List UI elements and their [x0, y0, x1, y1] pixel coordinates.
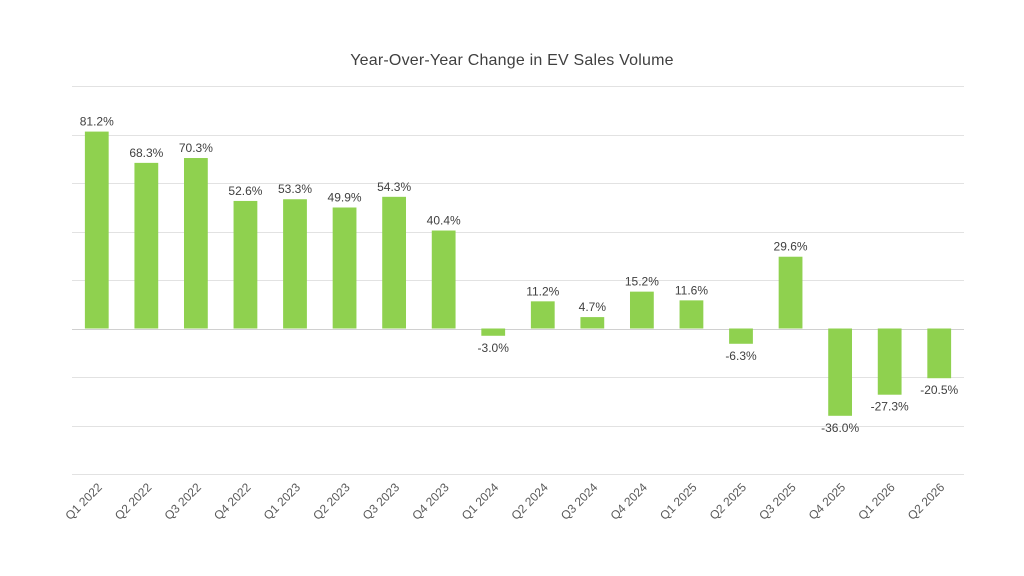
data-label: 11.6%: [675, 283, 708, 297]
data-label: -27.3%: [871, 400, 909, 414]
data-label: 70.3%: [179, 141, 213, 155]
bar: [778, 256, 803, 329]
bar: [283, 199, 307, 329]
bar: [927, 328, 952, 379]
bar: [382, 196, 407, 329]
bar: [877, 328, 902, 395]
x-axis-tick-labels: Q1 2022 Q2 2022 Q3 2022 Q4 2022 Q1 2023 Q2 20…: [62, 480, 947, 523]
x-tick-label: Q4 2022: [211, 480, 254, 523]
data-label: 11.2%: [526, 284, 559, 298]
bar: [332, 207, 357, 329]
x-tick-label: Q4 2023: [409, 480, 452, 523]
data-label: 81.2%: [80, 115, 114, 129]
data-label: -6.3%: [725, 349, 757, 363]
chart-title: Year-Over-Year Change in EV Sales Volume: [350, 52, 674, 69]
data-labels: 81.2% 68.3% 70.3% 52.6% 53.3% 49.9% 54.3% 40.4%…: [80, 115, 959, 435]
x-tick-label: Q3 2025: [756, 480, 799, 523]
bar: [580, 317, 605, 329]
bar: [629, 291, 654, 329]
x-tick-label: Q4 2024: [608, 480, 651, 523]
x-tick-label: Q1 2026: [855, 480, 898, 523]
data-label: -3.0%: [478, 341, 510, 355]
x-tick-label: Q1 2024: [459, 480, 502, 523]
data-label: 40.4%: [427, 214, 461, 228]
gridlines: [72, 86, 964, 475]
data-label: 52.6%: [228, 184, 262, 198]
data-label: 15.2%: [625, 275, 659, 289]
bar: [431, 230, 456, 329]
data-label: 29.6%: [774, 240, 808, 254]
x-tick-label: Q2 2022: [112, 480, 155, 523]
data-label: -20.5%: [920, 383, 958, 397]
bar: [828, 328, 853, 416]
data-label: 68.3%: [129, 146, 163, 160]
data-label: 49.9%: [328, 190, 362, 204]
x-tick-label: Q2 2025: [707, 480, 750, 523]
bar: [679, 300, 704, 329]
x-tick-label: Q3 2022: [162, 480, 205, 523]
x-tick-label: Q3 2023: [360, 480, 403, 523]
data-label: 54.3%: [377, 180, 411, 194]
data-label: -36.0%: [821, 421, 859, 435]
bar: [481, 328, 506, 336]
x-tick-label: Q1 2023: [261, 480, 304, 523]
x-tick-label: Q4 2025: [806, 480, 849, 523]
bars: [84, 131, 952, 416]
bar: [183, 158, 208, 329]
bar: [729, 328, 753, 344]
data-label: 4.7%: [579, 300, 607, 314]
bar: [233, 200, 258, 329]
x-tick-label: Q1 2025: [657, 480, 700, 523]
bar: [84, 131, 109, 329]
bar: [530, 301, 555, 329]
data-label: 53.3%: [278, 182, 312, 196]
x-tick-label: Q2 2024: [508, 480, 551, 523]
x-tick-label: Q2 2026: [905, 480, 948, 523]
bar: [134, 162, 159, 329]
x-tick-label: Q3 2024: [558, 480, 601, 523]
x-tick-label: Q1 2022: [62, 480, 105, 523]
x-tick-label: Q2 2023: [310, 480, 353, 523]
